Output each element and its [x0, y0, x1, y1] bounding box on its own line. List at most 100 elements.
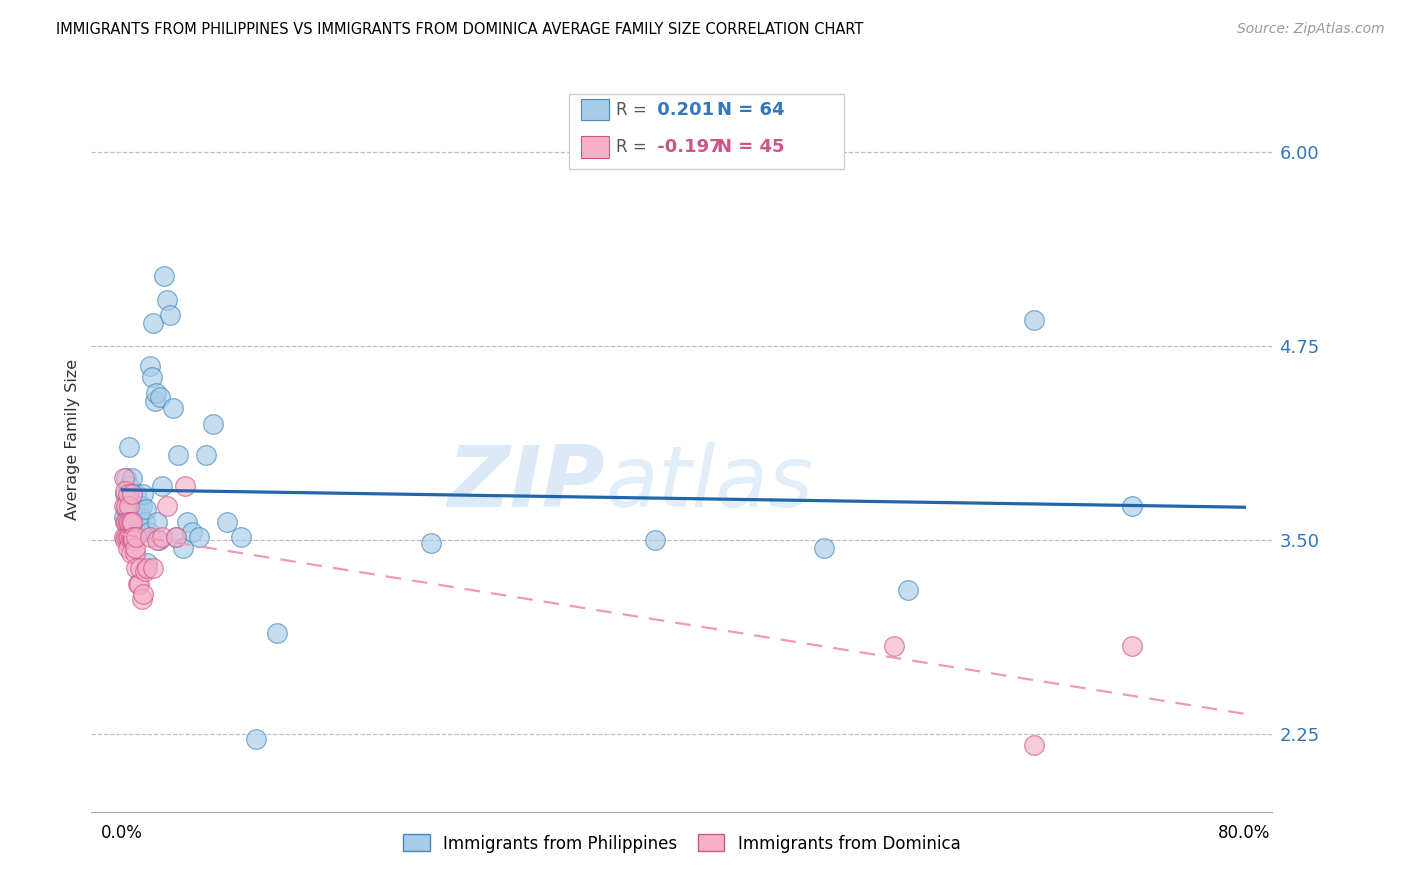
Legend: Immigrants from Philippines, Immigrants from Dominica: Immigrants from Philippines, Immigrants … [396, 828, 967, 859]
Point [117, 541, 139, 555]
Point [150, 530, 173, 544]
Point [159, 308, 181, 322]
Point [156, 499, 179, 513]
Point [127, 525, 149, 540]
Point [118, 515, 141, 529]
Point [120, 525, 142, 540]
Point [125, 561, 148, 575]
Point [202, 417, 225, 431]
Point [121, 517, 143, 532]
Text: atlas: atlas [605, 442, 813, 525]
Point [245, 731, 267, 746]
Point [117, 530, 139, 544]
Y-axis label: Average Family Size: Average Family Size [65, 359, 80, 520]
Point [115, 502, 138, 516]
Point [138, 525, 160, 540]
Point [217, 515, 239, 529]
Point [143, 393, 166, 408]
Point [121, 486, 143, 500]
Point [125, 486, 148, 500]
Point [124, 517, 146, 532]
Point [114, 483, 136, 498]
Point [121, 471, 143, 485]
Point [145, 385, 167, 400]
Point [114, 486, 136, 500]
Point [134, 564, 156, 578]
Point [165, 530, 187, 544]
Point [132, 587, 155, 601]
Text: 0.201: 0.201 [651, 101, 714, 119]
Point [122, 533, 145, 548]
Point [128, 576, 150, 591]
Point [114, 515, 136, 529]
Point [122, 499, 145, 513]
Point [129, 509, 152, 524]
Text: 0.0%: 0.0% [101, 824, 143, 842]
Point [141, 370, 163, 384]
Point [125, 515, 148, 529]
Point [139, 530, 162, 544]
Point [112, 471, 135, 485]
Point [131, 499, 153, 513]
Point [121, 530, 143, 544]
Point [153, 269, 176, 284]
Point [188, 530, 211, 544]
Point [146, 515, 169, 529]
Point [128, 517, 150, 532]
Text: -0.197: -0.197 [651, 138, 721, 156]
Point [120, 509, 142, 524]
Point [114, 533, 136, 548]
Point [120, 545, 142, 559]
Point [118, 530, 141, 544]
Point [419, 536, 441, 550]
Point [124, 541, 146, 555]
Point [135, 502, 157, 516]
Point [112, 499, 135, 513]
Point [149, 391, 172, 405]
Point [136, 557, 159, 571]
Point [156, 293, 179, 307]
Point [117, 494, 139, 508]
Point [121, 515, 143, 529]
Point [122, 509, 145, 524]
Point [115, 530, 138, 544]
Point [134, 515, 156, 529]
Text: IMMIGRANTS FROM PHILIPPINES VS IMMIGRANTS FROM DOMINICA AVERAGE FAMILY SIZE CORR: IMMIGRANTS FROM PHILIPPINES VS IMMIGRANT… [56, 22, 863, 37]
Point [883, 639, 905, 653]
Point [127, 576, 149, 591]
Point [131, 592, 153, 607]
Point [118, 499, 141, 513]
Point [162, 401, 184, 416]
Point [115, 499, 138, 513]
Point [112, 530, 135, 544]
Point [1022, 738, 1045, 752]
Point [120, 515, 142, 529]
Point [165, 530, 187, 544]
Point [142, 316, 165, 330]
Point [1121, 639, 1143, 653]
Point [122, 525, 145, 540]
Point [128, 499, 150, 513]
Point [146, 533, 169, 548]
Point [118, 479, 141, 493]
Point [120, 494, 142, 508]
Point [117, 515, 139, 529]
Point [129, 561, 152, 575]
Text: N = 45: N = 45 [717, 138, 785, 156]
Point [122, 530, 145, 544]
Point [121, 486, 143, 500]
Point [118, 440, 141, 454]
Point [897, 582, 920, 597]
Point [124, 502, 146, 516]
Point [125, 530, 148, 544]
Point [136, 561, 159, 575]
Point [1121, 499, 1143, 513]
Point [139, 359, 162, 374]
Point [181, 525, 204, 540]
Point [124, 545, 146, 559]
Point [167, 448, 190, 462]
Point [118, 502, 141, 516]
Point [266, 626, 288, 640]
Point [644, 533, 666, 548]
Text: R =: R = [616, 138, 647, 156]
